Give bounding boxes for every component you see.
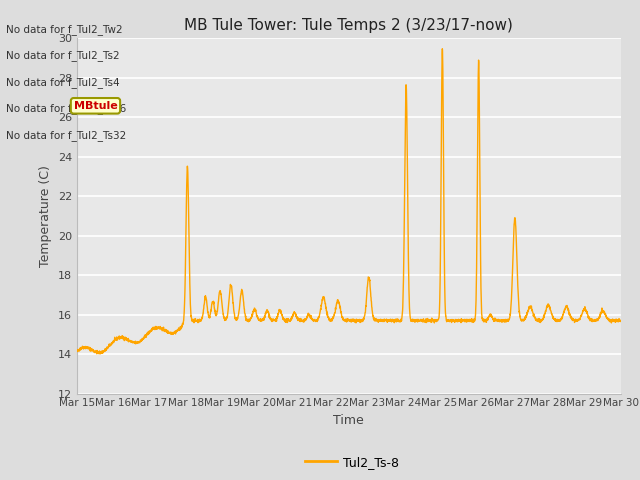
Text: MBtule: MBtule: [74, 101, 117, 111]
Y-axis label: Temperature (C): Temperature (C): [39, 165, 52, 267]
Text: No data for f_Tul2_Ts32: No data for f_Tul2_Ts32: [6, 130, 127, 141]
Title: MB Tule Tower: Tule Temps 2 (3/23/17-now): MB Tule Tower: Tule Temps 2 (3/23/17-now…: [184, 18, 513, 33]
X-axis label: Time: Time: [333, 414, 364, 427]
Text: No data for f_Tul2_Ts4: No data for f_Tul2_Ts4: [6, 77, 120, 88]
Text: No data for f_Tul2_Ts16: No data for f_Tul2_Ts16: [6, 103, 127, 114]
Text: No data for f_Tul2_Ts2: No data for f_Tul2_Ts2: [6, 50, 120, 61]
Legend: Tul2_Ts-8: Tul2_Ts-8: [300, 451, 404, 474]
Text: No data for f_Tul2_Tw2: No data for f_Tul2_Tw2: [6, 24, 123, 35]
